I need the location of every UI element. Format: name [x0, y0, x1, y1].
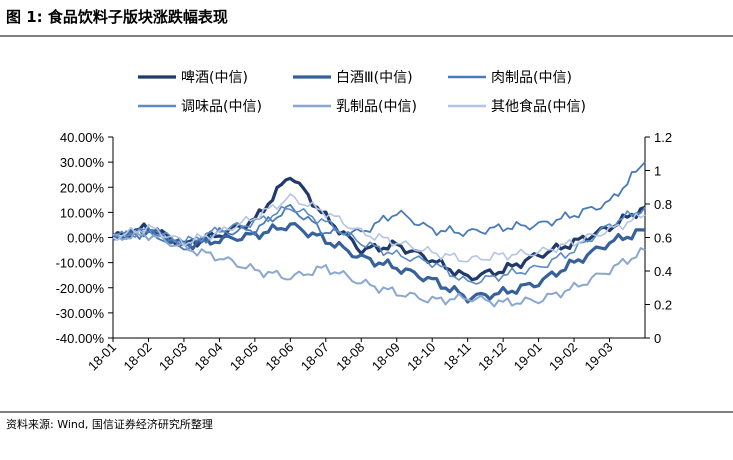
x-tick-label: 18-06 [262, 340, 296, 374]
plot-area: 40.00% 30.00% 20.00% 10.00% 0.00% -10.00% -20.… [56, 130, 673, 374]
x-tick-label: 18-04 [191, 340, 225, 374]
legend-label: 啤酒(中信) [181, 70, 248, 86]
x-tick-label: 19-03 [582, 340, 616, 374]
y-left-ticks: 40.00% 30.00% 20.00% 10.00% 0.00% -10.00% -20.… [56, 130, 113, 346]
legend-label: 乳制品(中信) [336, 99, 417, 115]
y-right-tick-label: 1.2 [654, 130, 672, 145]
y-left-tick-label: -20.00% [56, 281, 105, 296]
x-tick-label: 18-02 [120, 340, 154, 374]
x-tick-label: 18-09 [369, 340, 403, 374]
series-line-4 [112, 230, 646, 308]
y-left-tick-label: -10.00% [56, 256, 105, 271]
y-right-tick-label: 0.2 [654, 298, 672, 313]
legend-label: 白酒Ⅲ(中信) [336, 70, 413, 86]
legend-label: 调味品(中信) [181, 99, 262, 115]
y-left-tick-label: 30.00% [60, 155, 105, 170]
y-left-tick-label: 20.00% [60, 180, 105, 195]
y-left-tick-label: 0.00% [67, 231, 104, 246]
y-left-tick-label: -40.00% [56, 331, 105, 346]
y-left-tick-label: 10.00% [60, 205, 105, 220]
y-right-tick-label: 0.8 [654, 197, 672, 212]
x-tick-label: 18-05 [227, 340, 261, 374]
x-tick-label: 18-08 [333, 340, 367, 374]
legend: 啤酒(中信) 白酒Ⅲ(中信) 肉制品(中信) 调味品(中信) 乳制品(中信) 其他食品(中… [138, 70, 586, 115]
legend-label: 其他食品(中信) [491, 98, 586, 115]
x-ticks: 18-01 18-02 18-03 18-04 18-05 18-06 18-07 18-08… [85, 338, 616, 374]
y-right-tick-label: 1 [654, 164, 661, 179]
series-lines [111, 161, 646, 308]
y-right-tick-label: 0.4 [654, 264, 672, 279]
series-line-2 [112, 161, 646, 251]
x-tick-label: 19-02 [546, 340, 580, 374]
figure-source: 资料来源: Wind, 国信证券经济研究所整理 [6, 417, 213, 431]
y-right-tick-label: 0.6 [654, 231, 672, 246]
x-tick-label: 18-07 [298, 340, 332, 374]
legend-label: 肉制品(中信) [491, 70, 572, 86]
x-tick-label: 19-01 [511, 340, 545, 374]
y-left-tick-label: -30.00% [56, 306, 105, 321]
x-tick-label: 18-12 [475, 340, 509, 374]
series-line-5 [112, 193, 646, 263]
series-line-3 [112, 205, 646, 285]
y-right-tick-label: 0 [654, 331, 661, 346]
y-left-tick-label: 40.00% [60, 130, 105, 145]
x-tick-label: 18-11 [440, 340, 473, 373]
x-tick-label: 18-10 [404, 340, 438, 374]
figure-title: 图 1: 食品饮料子版块涨跌幅表现 [6, 8, 228, 26]
y-right-ticks: 1.2 1 0.8 0.6 0.4 0.2 0 [645, 130, 672, 346]
x-tick-label: 18-03 [156, 340, 190, 374]
